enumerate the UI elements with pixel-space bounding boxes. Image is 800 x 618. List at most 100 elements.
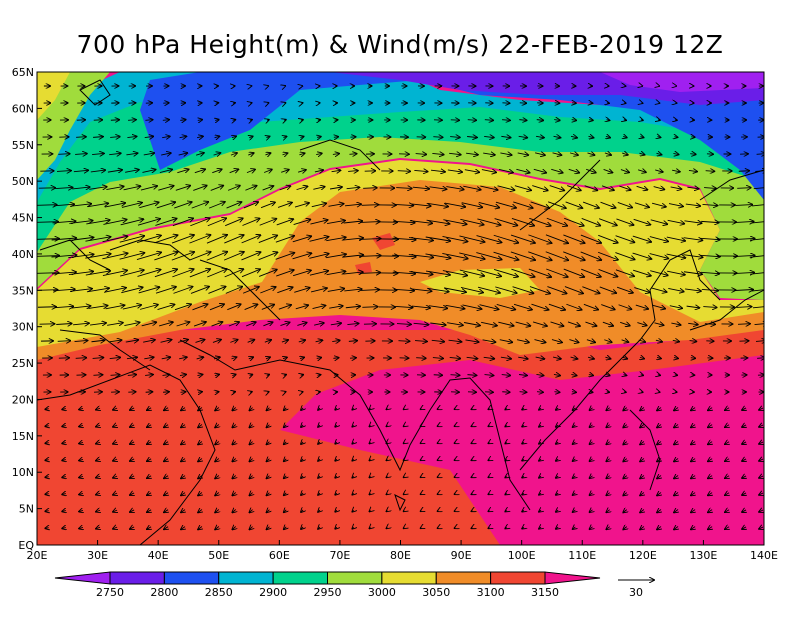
wind-arrow bbox=[532, 321, 547, 326]
wind-arrow bbox=[267, 510, 270, 513]
wind-arrow bbox=[193, 322, 206, 327]
wind-arrow bbox=[467, 375, 476, 376]
wind-arrow bbox=[85, 237, 110, 242]
wind-arrow bbox=[393, 289, 414, 290]
wind-arrow bbox=[195, 340, 205, 343]
wind-arrow bbox=[140, 186, 157, 191]
wind-arrow bbox=[689, 341, 697, 342]
wind-arrow bbox=[172, 218, 193, 227]
wind-arrow bbox=[638, 340, 645, 342]
wind-arrow bbox=[488, 460, 489, 461]
wind-arrow bbox=[55, 187, 72, 188]
wind-arrow bbox=[215, 392, 218, 393]
wind-arrow bbox=[759, 493, 763, 495]
wind-arrow bbox=[335, 476, 337, 478]
wind-arrow bbox=[505, 409, 507, 410]
wind-arrow bbox=[79, 510, 83, 511]
wind-arrow bbox=[425, 270, 450, 275]
wind-arrow bbox=[623, 442, 627, 445]
wind-arrow bbox=[45, 460, 48, 461]
wind-arrow bbox=[361, 205, 379, 206]
wind-arrow bbox=[651, 202, 666, 207]
wind-arrow bbox=[551, 340, 562, 343]
wind-arrow bbox=[298, 340, 305, 342]
wind-arrow bbox=[618, 304, 632, 309]
wind-arrow bbox=[179, 136, 187, 137]
wind-arrow bbox=[606, 136, 610, 137]
wind-arrow bbox=[242, 218, 259, 226]
wind-arrow bbox=[93, 137, 103, 138]
wind-arrow bbox=[245, 186, 256, 191]
wind-arrow bbox=[742, 408, 746, 410]
wind-arrow bbox=[58, 154, 69, 155]
wind-arrow bbox=[690, 154, 696, 155]
wind-arrow bbox=[534, 153, 545, 155]
wind-arrow bbox=[45, 443, 48, 444]
wind-arrow bbox=[233, 392, 235, 393]
wind-arrow bbox=[161, 357, 171, 359]
wind-arrow bbox=[330, 323, 341, 325]
wind-arrow bbox=[667, 219, 685, 223]
wind-arrow bbox=[212, 169, 221, 172]
wind-arrow bbox=[292, 236, 311, 243]
wind-arrow bbox=[656, 153, 661, 154]
wind-arrow bbox=[463, 322, 480, 325]
wind-arrow bbox=[522, 442, 524, 443]
wind-arrow bbox=[276, 270, 294, 277]
wind-arrow bbox=[250, 392, 252, 393]
wind-arrow bbox=[263, 322, 272, 326]
wind-arrow bbox=[735, 205, 753, 206]
wind-arrow bbox=[657, 493, 661, 496]
wind-arrow bbox=[607, 120, 610, 121]
wind-arrow bbox=[598, 269, 618, 276]
wind-arrow bbox=[37, 256, 59, 257]
wind-arrow bbox=[56, 323, 71, 324]
wind-arrow bbox=[598, 218, 617, 226]
wind-arrow bbox=[606, 442, 609, 445]
wind-arrow bbox=[703, 307, 716, 308]
wind-arrow bbox=[623, 408, 627, 411]
wind-arrow bbox=[586, 169, 596, 172]
wind-arrow bbox=[556, 476, 558, 478]
wind-arrow bbox=[136, 235, 161, 243]
wind-arrow bbox=[232, 408, 235, 411]
wind-arrow bbox=[294, 203, 309, 208]
lon-label: 50E bbox=[208, 549, 229, 562]
wind-arrow bbox=[301, 120, 303, 121]
wind-arrow bbox=[471, 443, 472, 444]
height-band-2950 bbox=[37, 135, 764, 300]
wind-arrow bbox=[471, 494, 472, 495]
wind-arrow bbox=[326, 237, 346, 242]
wind-arrow bbox=[215, 425, 219, 428]
wind-arrow bbox=[708, 493, 712, 496]
wind-arrow bbox=[459, 235, 484, 242]
wind-arrow bbox=[335, 442, 337, 444]
wind-arrow bbox=[75, 358, 87, 359]
wind-arrow bbox=[585, 321, 596, 326]
wind-arrow bbox=[750, 272, 764, 275]
wind-arrow bbox=[570, 357, 578, 359]
colorbar-level-label: 2900 bbox=[259, 586, 287, 599]
wind-arrow bbox=[140, 305, 158, 310]
wind-arrow bbox=[657, 442, 661, 445]
wind-arrow bbox=[62, 511, 66, 512]
wind-arrow bbox=[267, 493, 270, 496]
wind-arrow bbox=[685, 204, 700, 206]
wind-arrow bbox=[446, 187, 463, 190]
wind-arrow bbox=[197, 374, 202, 375]
wind-arrow bbox=[691, 527, 695, 530]
wind-arrow bbox=[410, 289, 432, 291]
wind-arrow bbox=[192, 304, 207, 311]
wind-arrow bbox=[640, 442, 644, 445]
lat-label: EQ bbox=[18, 539, 34, 552]
wind-arrow bbox=[733, 238, 754, 239]
wind-arrow bbox=[674, 459, 678, 462]
wind-arrow bbox=[369, 425, 370, 426]
wind-arrow bbox=[309, 271, 328, 276]
wind-arrow bbox=[96, 476, 100, 477]
wind-arrow bbox=[551, 168, 562, 172]
wind-arrow bbox=[552, 153, 562, 155]
wind-arrow bbox=[128, 120, 136, 121]
wind-arrow bbox=[691, 493, 695, 496]
wind-arrow bbox=[409, 221, 432, 224]
